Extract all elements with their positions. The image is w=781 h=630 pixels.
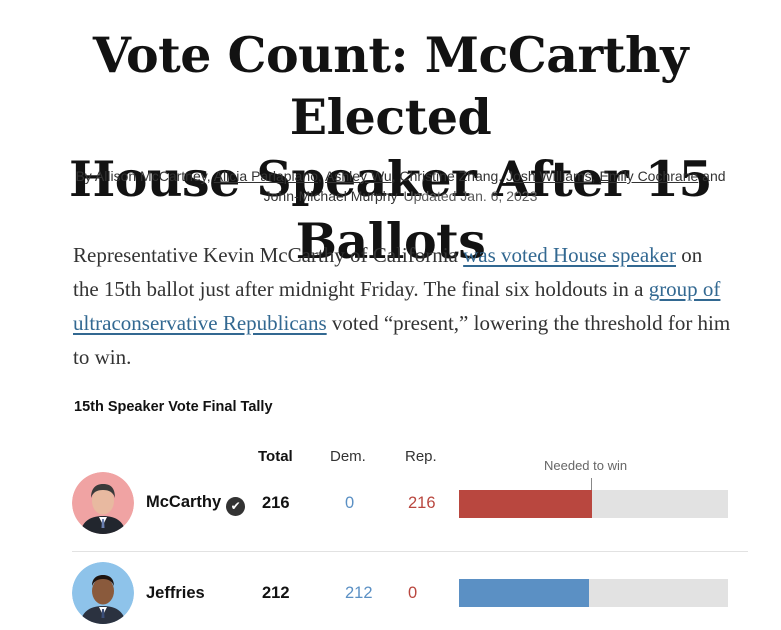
avatar-jeffries (72, 562, 134, 624)
headline: Vote Count: McCarthy Elected House Speak… (0, 24, 781, 272)
author-link-wu[interactable]: Ashley Wu (325, 168, 392, 184)
dem-votes-jeffries: 212 (345, 584, 373, 602)
author-zhang: Christine Zhang (399, 168, 499, 184)
tally-title: 15th Speaker Vote Final Tally (74, 399, 273, 415)
byline-and: and (698, 168, 726, 184)
summary-part-3: voted “present,” lowering the threshold … (73, 311, 731, 369)
author-link-williams[interactable]: Josh Williams (506, 168, 592, 184)
column-header-dem: Dem. (330, 448, 366, 465)
summary-part-1: Representative Kevin McCarthy of Califor… (73, 243, 464, 267)
headline-line-1: Vote Count: McCarthy Elected (92, 26, 689, 146)
candidate-name-mccarthy: McCarthy ✔ (146, 493, 246, 516)
rep-votes-mccarthy: 216 (408, 494, 436, 512)
byline-prefix: By Allison McCartney, (75, 168, 214, 184)
vote-bar-track-mccarthy (459, 490, 728, 518)
vote-bar-fill-mccarthy (459, 490, 592, 518)
column-header-total: Total (258, 448, 293, 465)
avatar-mccarthy (72, 472, 134, 534)
updated-date: Updated Jan. 6, 2023 (403, 188, 538, 204)
summary-link-ultraconservative-group[interactable]: group of ultraconservative Republicans (73, 277, 721, 335)
author-link-parlapiano[interactable]: Alicia Parlapiano (213, 168, 319, 184)
needed-to-win-label: Needed to win (544, 458, 628, 473)
tally-row-jeffries: Jeffries 212 212 0 (72, 551, 748, 626)
article-summary: Representative Kevin McCarthy of Califor… (73, 238, 733, 374)
vote-bar-fill-jeffries (459, 579, 589, 607)
headline-line-2: House Speaker After 15 Ballots (68, 150, 713, 270)
name-text-mccarthy: McCarthy (146, 493, 222, 511)
summary-part-2: on the 15th ballot just after midnight F… (73, 243, 703, 301)
author-link-cochrane[interactable]: Emily Cochrane (599, 168, 699, 184)
tally-row-mccarthy: McCarthy ✔ 216 0 216 (72, 463, 748, 543)
byline: By Allison McCartney, Alicia Parlapiano,… (75, 168, 726, 204)
author-murphy: John-Michael Murphy (263, 188, 398, 204)
candidate-name-jeffries: Jeffries (146, 584, 205, 602)
total-votes-mccarthy: 216 (262, 494, 290, 512)
vote-bar-track-jeffries (459, 579, 728, 607)
summary-link-voted-speaker[interactable]: was voted House speaker (463, 243, 676, 267)
dem-votes-mccarthy: 0 (345, 494, 355, 512)
column-header-rep: Rep. (405, 448, 437, 465)
total-votes-jeffries: 212 (262, 584, 290, 602)
checkmark-icon: ✔ (226, 497, 246, 516)
rep-votes-jeffries: 0 (408, 584, 418, 602)
